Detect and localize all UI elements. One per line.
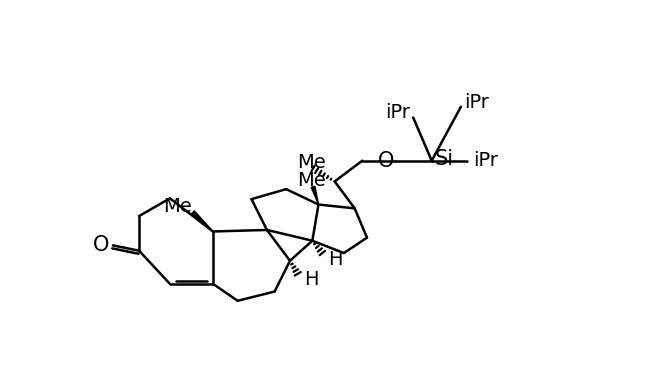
Text: Si: Si xyxy=(435,149,454,169)
Text: Me: Me xyxy=(297,152,326,172)
Text: Me: Me xyxy=(297,171,326,190)
Text: H: H xyxy=(329,250,343,269)
Text: O: O xyxy=(92,235,109,255)
Text: iPr: iPr xyxy=(473,151,498,170)
Text: iPr: iPr xyxy=(385,103,410,123)
Polygon shape xyxy=(192,211,213,231)
Polygon shape xyxy=(311,186,319,205)
Text: Me: Me xyxy=(163,196,192,216)
Text: H: H xyxy=(304,270,318,289)
Text: iPr: iPr xyxy=(464,93,489,112)
Text: O: O xyxy=(378,151,394,171)
